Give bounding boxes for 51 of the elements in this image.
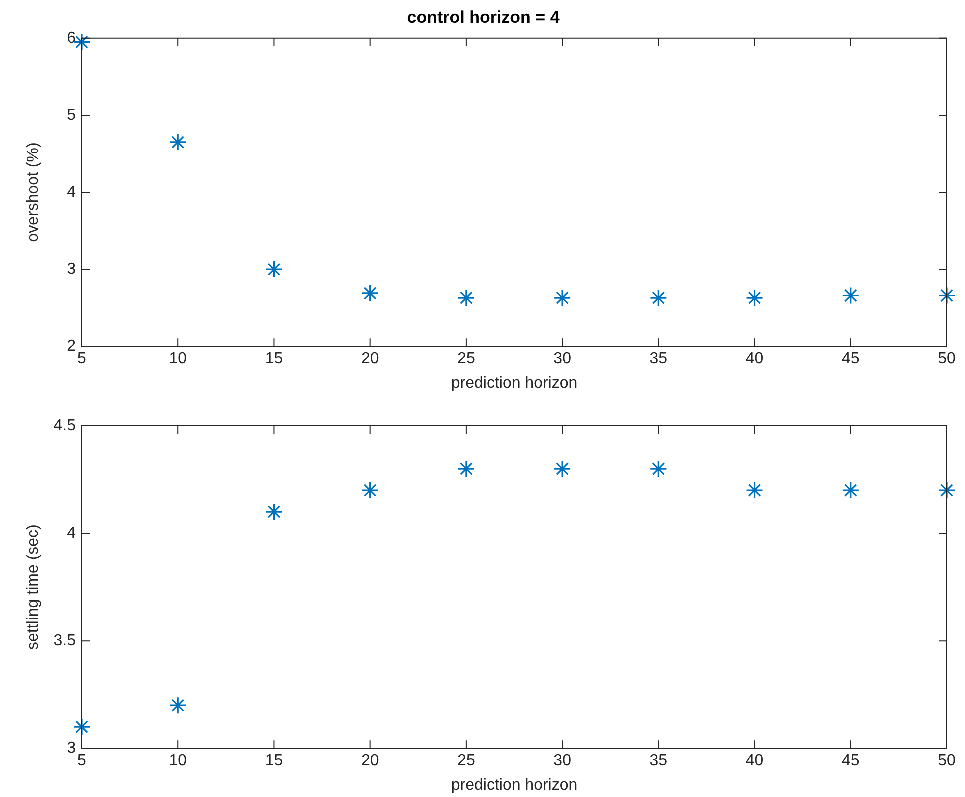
x-tick-label: 20 bbox=[361, 350, 380, 368]
x-tick-label: 30 bbox=[554, 752, 572, 770]
point bbox=[650, 460, 668, 478]
y-tick-label: 3 bbox=[67, 740, 76, 758]
y-axis-title: overshoot (%) bbox=[25, 142, 42, 242]
y-axis-title: settling time (sec) bbox=[25, 524, 42, 650]
point bbox=[73, 718, 91, 736]
point bbox=[265, 260, 284, 278]
point bbox=[554, 460, 572, 478]
y-tick-label: 4 bbox=[67, 184, 76, 201]
y-tick-label: 2 bbox=[67, 338, 76, 356]
chart-title: control horizon = 4 bbox=[407, 8, 560, 27]
x-tick-label: 10 bbox=[169, 350, 188, 368]
point bbox=[458, 460, 476, 478]
x-tick-label: 20 bbox=[361, 752, 380, 770]
point bbox=[938, 482, 956, 500]
x-tick-label: 35 bbox=[650, 752, 668, 770]
point bbox=[362, 284, 380, 302]
x-tick-label: 40 bbox=[746, 752, 764, 770]
point bbox=[169, 696, 187, 714]
point bbox=[362, 482, 380, 500]
x-tick-label: 45 bbox=[842, 350, 860, 368]
y-tick-label: 3 bbox=[67, 260, 76, 278]
point bbox=[746, 482, 764, 500]
x-tick-label: 45 bbox=[842, 752, 860, 770]
point bbox=[265, 503, 284, 521]
y-tick-label: 6 bbox=[67, 30, 76, 47]
x-tick-label: 35 bbox=[650, 350, 668, 368]
point bbox=[169, 134, 187, 152]
x-tick-label: 50 bbox=[938, 350, 956, 368]
y-tick-label: 5 bbox=[67, 106, 76, 124]
x-tick-label: 50 bbox=[938, 752, 956, 770]
x-tick-label: 15 bbox=[265, 350, 284, 368]
point bbox=[842, 482, 860, 500]
x-axis-title: prediction horizon bbox=[451, 776, 578, 794]
y-tick-label: 4 bbox=[67, 524, 76, 542]
x-tick-label: 30 bbox=[554, 350, 572, 368]
x-tick-label: 15 bbox=[265, 752, 284, 770]
point bbox=[938, 286, 956, 305]
point bbox=[650, 289, 668, 307]
x-tick-label: 25 bbox=[458, 350, 476, 368]
y-tick-label: 3.5 bbox=[54, 632, 76, 650]
point bbox=[746, 289, 764, 307]
y-tick-label: 4.5 bbox=[54, 417, 76, 434]
x-tick-label: 40 bbox=[746, 350, 764, 368]
point bbox=[458, 289, 476, 307]
point bbox=[554, 289, 572, 307]
x-tick-label: 10 bbox=[169, 752, 188, 770]
x-axis-title: prediction horizon bbox=[451, 374, 578, 392]
x-tick-label: 25 bbox=[458, 752, 476, 770]
point bbox=[842, 286, 860, 305]
